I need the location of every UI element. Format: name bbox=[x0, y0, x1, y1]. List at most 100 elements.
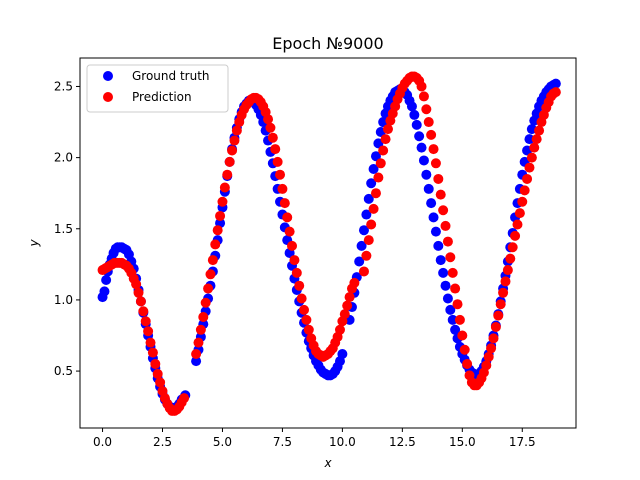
data-point-ground-truth bbox=[366, 178, 377, 189]
data-point-prediction bbox=[454, 314, 465, 325]
data-point-prediction bbox=[279, 198, 290, 209]
data-point-prediction bbox=[534, 125, 545, 136]
data-point-prediction bbox=[349, 277, 360, 288]
data-point-prediction bbox=[155, 377, 166, 388]
data-point-prediction bbox=[334, 324, 345, 335]
data-point-prediction bbox=[299, 304, 310, 315]
y-tick-label: 1.5 bbox=[54, 222, 73, 236]
data-point-ground-truth bbox=[191, 356, 202, 367]
data-point-prediction bbox=[191, 349, 202, 359]
data-point-prediction bbox=[500, 276, 511, 287]
data-point-prediction bbox=[505, 253, 516, 264]
data-point-prediction bbox=[488, 333, 499, 344]
data-point-prediction bbox=[366, 219, 377, 230]
data-point-prediction bbox=[145, 337, 156, 348]
data-point-prediction bbox=[380, 134, 391, 145]
data-point-prediction bbox=[217, 196, 228, 207]
data-point-prediction bbox=[212, 225, 223, 236]
data-point-ground-truth bbox=[414, 131, 425, 142]
data-point-prediction bbox=[428, 144, 439, 155]
data-point-prediction bbox=[296, 293, 307, 304]
data-point-prediction bbox=[375, 158, 386, 169]
data-point-prediction bbox=[457, 330, 468, 341]
data-point-prediction bbox=[433, 173, 444, 184]
data-point-prediction bbox=[222, 169, 233, 180]
data-point-prediction bbox=[502, 265, 513, 276]
data-point-ground-truth bbox=[433, 240, 444, 251]
y-axis-ticks: 0.5 1.0 1.5 2.0 2.5 bbox=[54, 79, 80, 378]
data-point-ground-truth bbox=[361, 209, 372, 220]
data-point-ground-truth bbox=[411, 119, 422, 130]
legend-marker-ground-truth bbox=[103, 71, 113, 81]
legend-label-ground-truth: Ground truth bbox=[132, 69, 210, 83]
data-point-ground-truth bbox=[428, 212, 439, 223]
data-point-prediction bbox=[486, 343, 497, 354]
data-point-prediction bbox=[131, 279, 142, 290]
data-point-prediction bbox=[531, 134, 542, 145]
data-point-prediction bbox=[416, 81, 427, 92]
data-point-prediction bbox=[426, 129, 437, 140]
data-point-prediction bbox=[133, 287, 144, 298]
data-point-prediction bbox=[423, 117, 434, 128]
data-point-ground-truth bbox=[370, 151, 381, 162]
data-point-prediction bbox=[179, 393, 190, 404]
data-point-prediction bbox=[459, 344, 470, 355]
data-point-prediction bbox=[342, 300, 353, 311]
data-point-prediction bbox=[301, 314, 312, 325]
data-point-prediction bbox=[421, 104, 432, 115]
data-point-ground-truth bbox=[406, 101, 417, 112]
data-point-ground-truth bbox=[524, 134, 535, 145]
data-point-ground-truth bbox=[438, 267, 449, 278]
chart-title: Epoch №9000 bbox=[272, 34, 383, 53]
data-point-prediction bbox=[140, 316, 151, 327]
data-point-prediction bbox=[200, 297, 211, 308]
data-point-prediction bbox=[524, 162, 535, 173]
data-point-ground-truth bbox=[373, 138, 384, 149]
data-point-prediction bbox=[370, 188, 381, 199]
data-point-prediction bbox=[227, 145, 238, 156]
x-axis-label: x bbox=[323, 456, 332, 470]
data-point-ground-truth bbox=[99, 286, 110, 297]
y-tick-label: 0.5 bbox=[54, 364, 73, 378]
y-tick-label: 2.0 bbox=[54, 151, 73, 165]
data-point-prediction bbox=[418, 91, 429, 102]
data-point-prediction bbox=[507, 242, 518, 253]
data-point-prediction bbox=[267, 132, 278, 143]
data-point-prediction bbox=[442, 236, 453, 247]
data-point-prediction bbox=[452, 299, 463, 310]
data-point-prediction bbox=[282, 212, 293, 223]
data-point-prediction bbox=[344, 292, 355, 303]
data-point-prediction bbox=[522, 173, 533, 184]
data-point-prediction bbox=[219, 182, 230, 193]
x-axis-ticks: 0.0 2.5 5.0 7.5 10.0 12.5 15.0 17.5 bbox=[93, 428, 536, 449]
x-tick-label: 2.5 bbox=[153, 435, 172, 449]
legend-box bbox=[86, 64, 229, 113]
y-tick-label: 1.0 bbox=[54, 293, 73, 307]
data-point-prediction bbox=[193, 337, 204, 348]
data-point-prediction bbox=[195, 324, 206, 335]
data-point-prediction bbox=[361, 250, 372, 261]
data-point-ground-truth bbox=[358, 225, 369, 236]
data-point-ground-truth bbox=[430, 226, 441, 237]
data-point-ground-truth bbox=[423, 183, 434, 194]
data-point-ground-truth bbox=[445, 304, 456, 315]
data-point-prediction bbox=[495, 299, 506, 310]
legend-marker-prediction bbox=[103, 92, 113, 102]
data-point-ground-truth bbox=[418, 155, 429, 166]
y-axis-label: y bbox=[27, 239, 41, 248]
x-tick-label: 5.0 bbox=[213, 435, 232, 449]
data-point-ground-truth bbox=[337, 349, 348, 359]
data-point-prediction bbox=[147, 347, 158, 358]
data-point-prediction bbox=[339, 309, 350, 320]
data-point-prediction bbox=[229, 135, 240, 146]
data-point-ground-truth bbox=[354, 256, 365, 267]
data-point-prediction bbox=[270, 144, 281, 155]
data-point-prediction bbox=[138, 306, 149, 317]
data-point-ground-truth bbox=[447, 314, 458, 325]
data-point-prediction bbox=[445, 252, 456, 263]
plot-area-frame bbox=[79, 57, 577, 429]
data-point-prediction bbox=[303, 324, 314, 335]
data-point-prediction bbox=[498, 287, 509, 298]
data-point-prediction bbox=[231, 125, 242, 136]
